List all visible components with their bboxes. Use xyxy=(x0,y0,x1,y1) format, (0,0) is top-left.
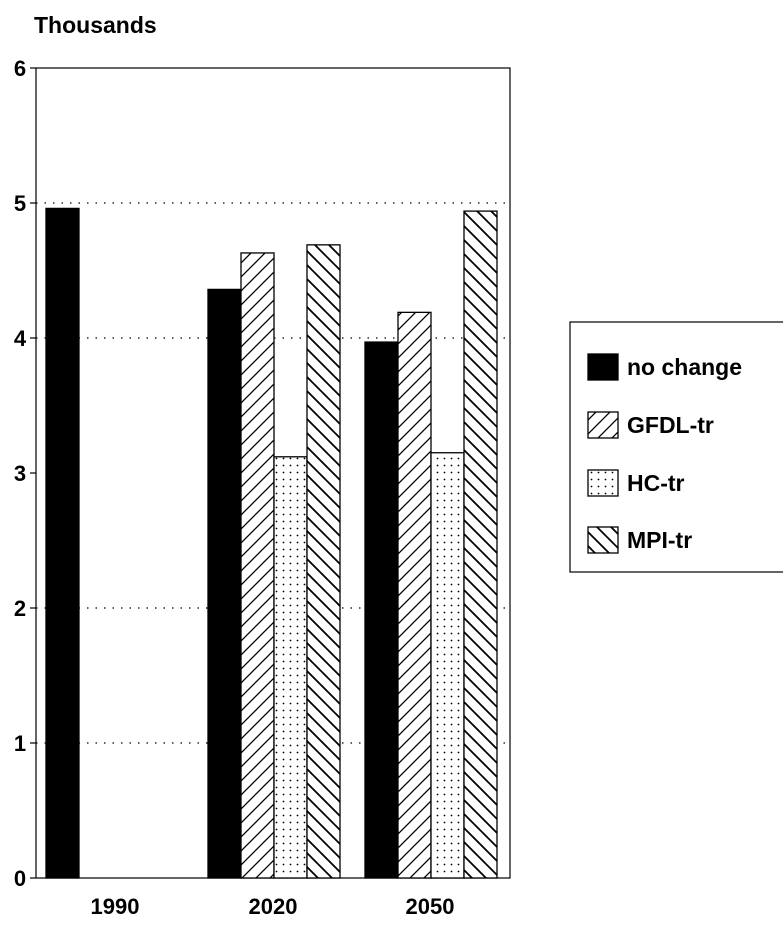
x-tick-label: 1990 xyxy=(91,894,140,919)
y-tick-label: 5 xyxy=(14,191,26,216)
y-axis-unit-label: Thousands xyxy=(34,12,157,38)
bar-gfdl-tr-2050 xyxy=(397,311,432,879)
bar-no-change-2020 xyxy=(207,288,242,879)
y-tick-label: 6 xyxy=(14,56,26,81)
y-tick-label: 4 xyxy=(14,326,27,351)
legend-swatch xyxy=(587,469,619,497)
y-tick-label: 2 xyxy=(14,596,26,621)
legend-swatch xyxy=(587,411,619,439)
legend-label: MPI-tr xyxy=(627,527,692,553)
y-tick-label: 1 xyxy=(14,731,26,756)
bar-gfdl-tr-2020 xyxy=(240,252,275,879)
x-tick-label: 2020 xyxy=(249,894,298,919)
bar-hc-tr-2050 xyxy=(430,452,465,879)
legend: no change GFDL-tr HC-tr MPI-tr xyxy=(569,321,783,573)
x-tick-label: 2050 xyxy=(406,894,455,919)
y-axis-ticks: 0 1 2 3 4 5 6 xyxy=(14,56,36,891)
legend-swatch xyxy=(587,353,619,381)
bar-mpi-tr-2050 xyxy=(463,210,498,879)
legend-label: HC-tr xyxy=(627,470,685,496)
bar-hc-tr-2020 xyxy=(273,456,308,879)
legend-label: GFDL-tr xyxy=(627,412,714,438)
x-axis-ticks: 1990 2020 2050 xyxy=(91,894,455,919)
bar-no-change-2050 xyxy=(364,341,399,879)
bars xyxy=(45,207,498,879)
legend-swatch xyxy=(587,526,619,554)
y-tick-label: 0 xyxy=(14,866,26,891)
bar-mpi-tr-2020 xyxy=(306,244,341,879)
bar-no-change-1990 xyxy=(45,207,80,879)
y-tick-label: 3 xyxy=(14,461,26,486)
legend-label: no change xyxy=(627,354,742,380)
